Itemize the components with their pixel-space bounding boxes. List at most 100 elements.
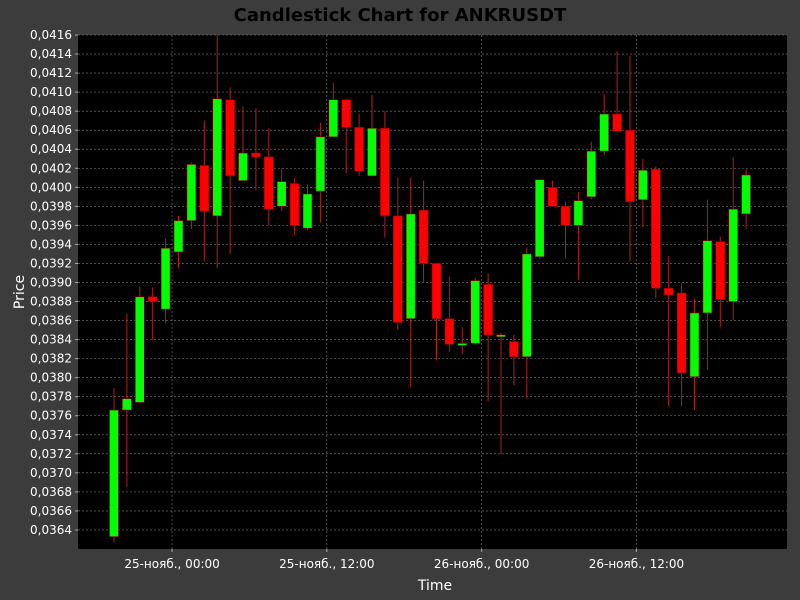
y-tick-label: 0,0414 — [30, 47, 72, 61]
chart-title: Candlestick Chart for ANKRUSDT — [234, 5, 567, 26]
candle — [444, 276, 455, 352]
y-tick-label: 0,0410 — [30, 85, 72, 99]
y-tick-label: 0,0408 — [30, 104, 72, 118]
candle-body-up — [470, 280, 481, 344]
candle — [328, 82, 339, 138]
candle — [676, 283, 687, 407]
candle — [599, 94, 610, 155]
candle — [715, 236, 726, 328]
candle — [728, 157, 739, 321]
candle-body-down — [650, 168, 661, 289]
candle-body-up — [276, 181, 287, 207]
y-tick-label: 0,0402 — [30, 161, 72, 175]
candle — [380, 111, 390, 238]
candle — [147, 287, 158, 341]
candle — [689, 298, 700, 411]
y-tick-label: 0,0388 — [30, 295, 72, 309]
candle — [625, 55, 635, 262]
candle — [509, 334, 519, 386]
candle — [496, 332, 506, 454]
candle-body-down — [380, 127, 390, 217]
candle — [534, 179, 545, 259]
candle — [573, 192, 584, 280]
candle — [457, 327, 468, 354]
y-tick-label: 0,0368 — [30, 485, 72, 499]
candle-body-up — [741, 174, 751, 215]
candle-body-down — [199, 165, 210, 212]
x-tick-label: 25-нояб., 00:00 — [124, 557, 219, 571]
candle-body-up — [122, 398, 132, 411]
candle-body-down — [147, 296, 158, 302]
candle — [547, 180, 558, 207]
candle-body-down — [483, 284, 493, 336]
candle-body-up — [315, 136, 326, 192]
candle-body-up — [173, 220, 184, 253]
candle-body-up — [405, 213, 416, 319]
candle-body-up — [238, 152, 248, 181]
candle — [315, 122, 326, 223]
y-tick-label: 0,0386 — [30, 314, 72, 328]
candle — [122, 313, 132, 488]
candle — [289, 177, 300, 235]
y-axis-ticks: 0,0364 0,0366 0,0368 0,0370 0,0372 0,0374 0,03… — [30, 28, 78, 537]
candle-body-down — [263, 156, 274, 210]
candle — [251, 108, 261, 191]
candle — [586, 141, 597, 200]
y-tick-label: 0,0396 — [30, 218, 72, 232]
candle-body-up — [328, 99, 339, 138]
y-tick-label: 0,0370 — [30, 466, 72, 480]
candle — [650, 166, 661, 299]
candle-body-up — [496, 334, 506, 338]
y-tick-label: 0,0372 — [30, 447, 72, 461]
y-tick-label: 0,0398 — [30, 199, 72, 213]
candle-body-up — [534, 179, 545, 258]
candle-body-up — [186, 164, 197, 221]
y-tick-label: 0,0364 — [30, 523, 72, 537]
y-tick-label: 0,0376 — [30, 409, 72, 423]
candle-body-up — [599, 113, 610, 152]
candle — [638, 158, 648, 228]
y-tick-label: 0,0374 — [30, 428, 72, 442]
candle — [405, 177, 416, 388]
y-axis-label: Price — [12, 275, 28, 309]
y-tick-label: 0,0416 — [30, 28, 72, 42]
candles — [109, 35, 751, 543]
candle — [135, 286, 145, 404]
x-tick-label: 26-нояб., 00:00 — [434, 557, 529, 571]
candle-body-up — [638, 169, 648, 200]
candle-body-up — [302, 193, 313, 229]
y-tick-label: 0,0390 — [30, 275, 72, 289]
y-tick-label: 0,0400 — [30, 180, 72, 194]
candle-body-up — [702, 240, 713, 314]
candle-body-down — [560, 206, 571, 226]
candle — [225, 87, 235, 254]
x-axis-ticks: 25-нояб., 00:00 25-нояб., 12:00 26-нояб., … — [124, 549, 684, 571]
candle — [186, 162, 197, 230]
candle-body-down — [289, 183, 300, 226]
candle — [173, 215, 184, 269]
candle — [741, 169, 751, 230]
x-tick-label: 26-нояб., 12:00 — [589, 557, 684, 571]
grid-lines — [78, 34, 787, 549]
candle — [663, 255, 674, 407]
candle — [521, 247, 532, 399]
candle-body-down — [392, 215, 403, 323]
candle — [483, 272, 493, 402]
candle — [160, 238, 171, 324]
candle — [341, 99, 352, 174]
candle-body-down — [444, 318, 455, 345]
candle-body-down — [509, 341, 519, 358]
candle — [418, 180, 429, 283]
candle-body-down — [431, 263, 442, 319]
candle — [199, 120, 210, 262]
candle-body-up — [367, 127, 377, 177]
y-tick-label: 0,0392 — [30, 256, 72, 270]
y-tick-label: 0,0406 — [30, 123, 72, 137]
y-tick-label: 0,0394 — [30, 237, 72, 251]
candle-body-down — [715, 241, 726, 300]
candle-body-up — [160, 247, 171, 310]
candle — [470, 277, 481, 345]
candle — [431, 263, 442, 361]
candle — [354, 114, 364, 176]
